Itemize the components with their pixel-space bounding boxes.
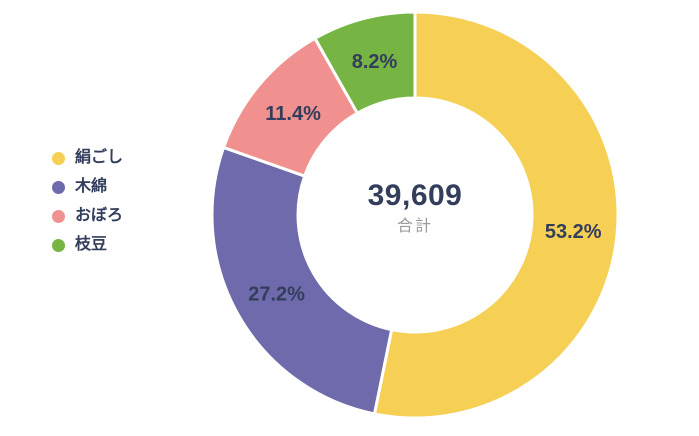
legend-color-dot [52, 151, 65, 165]
legend-color-dot [52, 180, 65, 194]
donut-center-label: 合計 [397, 217, 433, 235]
donut-percentage-labels: 53.2% 27.2% 11.4% 8.2% [248, 51, 602, 305]
legend-label: おぼろ [75, 207, 124, 224]
donut-segment-1[interactable] [210, 145, 394, 416]
legend-item-2[interactable]: おぼろ [52, 206, 123, 226]
segment-percentage-label-0: 53.2% [545, 221, 602, 243]
donut-segments [210, 10, 620, 420]
legend-label: 絹ごし [75, 149, 124, 166]
legend-item-3[interactable]: 枝豆 [52, 235, 123, 255]
segment-percentage-label-1: 27.2% [248, 283, 305, 305]
chart-legend: 絹ごし木綿おぼろ枝豆 [52, 148, 123, 255]
segment-percentage-label-3: 8.2% [352, 51, 398, 73]
legend-color-dot [52, 238, 65, 252]
donut-center-value: 39,609 [368, 179, 463, 212]
legend-color-dot [52, 209, 65, 223]
legend-item-1[interactable]: 木綿 [52, 177, 123, 197]
donut-segment-0[interactable] [372, 10, 620, 420]
legend-item-0[interactable]: 絹ごし [52, 148, 123, 168]
segment-percentage-label-2: 11.4% [265, 103, 321, 125]
legend-label: 木綿 [75, 178, 108, 195]
legend-label: 枝豆 [75, 236, 108, 253]
donut-segment-3[interactable] [313, 10, 417, 115]
